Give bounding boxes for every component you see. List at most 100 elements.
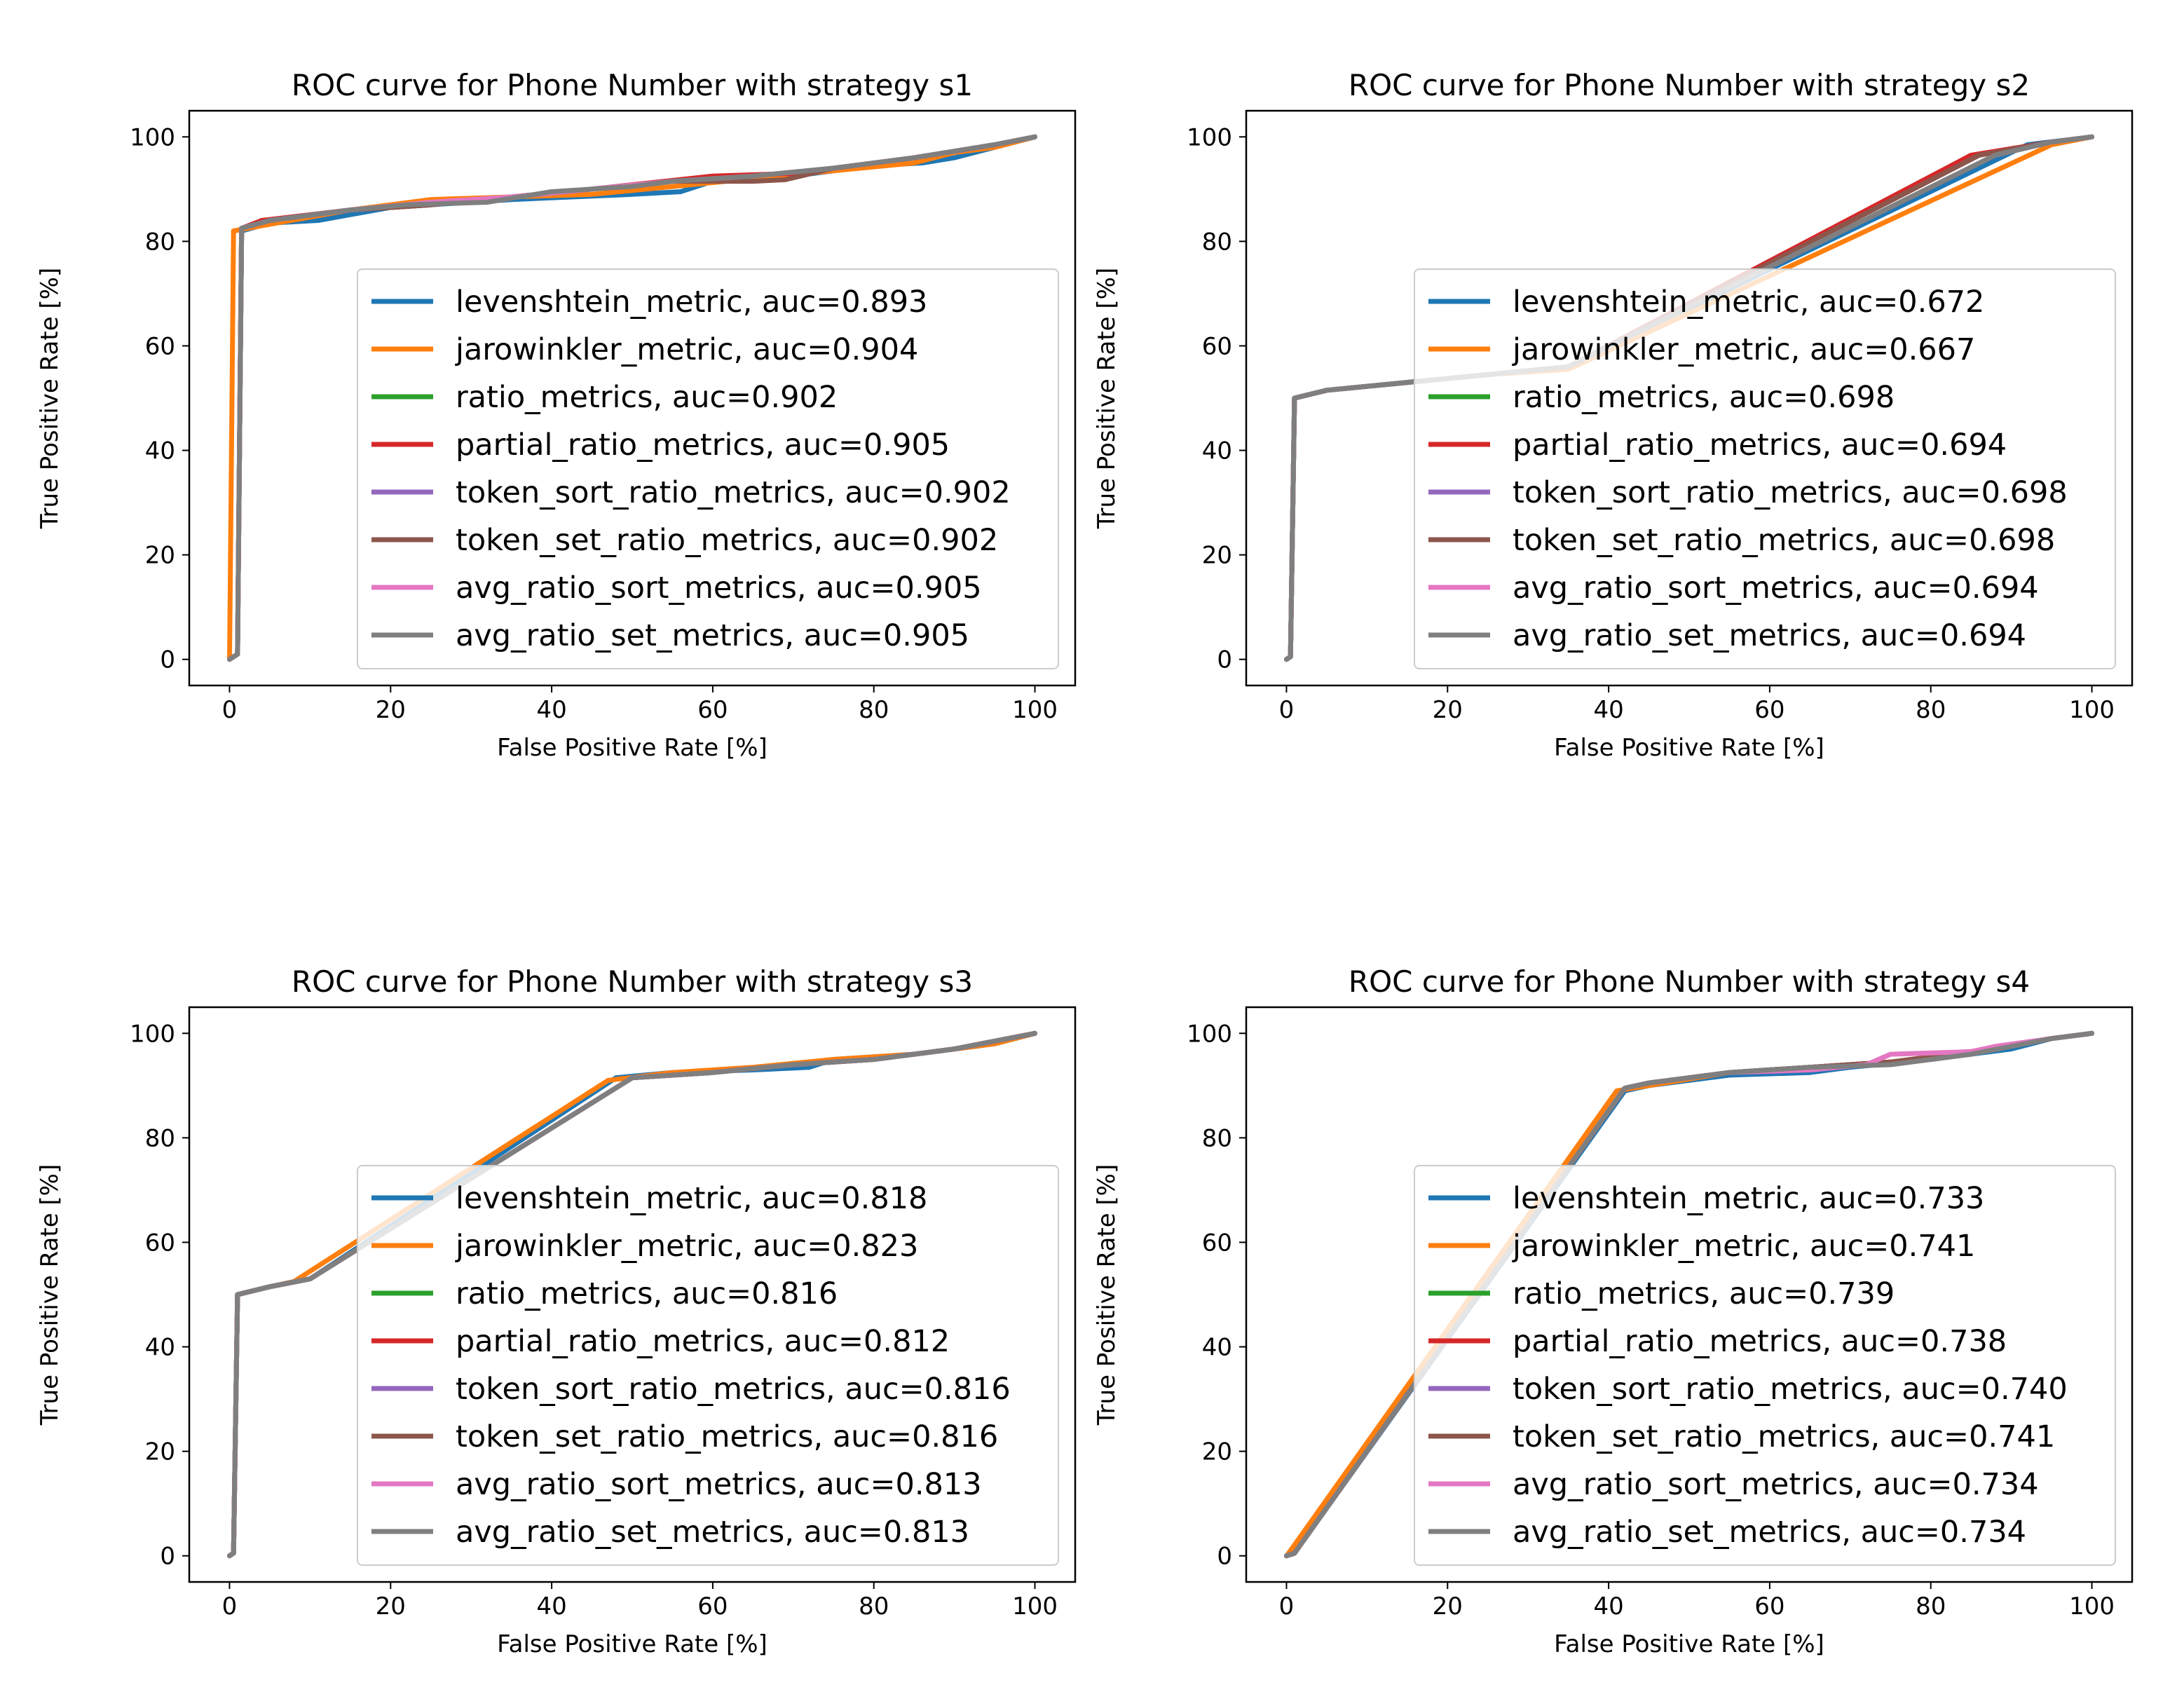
x-axis-label: False Positive Rate [%] — [1554, 1630, 1824, 1658]
chart-title: ROC curve for Phone Number with strategy… — [292, 68, 973, 102]
y-axis-label: True Positive Rate [%] — [36, 268, 64, 530]
plot-area — [227, 134, 1037, 662]
legend-entry: ratio_metrics, auc=0.698 — [1513, 380, 1895, 415]
x-axis-label: False Positive Rate [%] — [497, 734, 767, 762]
x-tick-label: 60 — [1754, 1592, 1784, 1620]
y-tick-label: 0 — [160, 646, 175, 674]
y-tick-label: 0 — [1217, 1543, 1232, 1571]
legend-entry: levenshtein_metric, auc=0.818 — [456, 1181, 927, 1216]
legend-entry: partial_ratio_metrics, auc=0.694 — [1513, 428, 2007, 463]
x-tick-label: 0 — [1279, 1592, 1295, 1620]
legend-box — [357, 268, 1059, 669]
x-tick-label: 60 — [697, 696, 728, 724]
legend-entry: jarowinkler_metric, auc=0.667 — [1512, 332, 1975, 367]
legend-entry: partial_ratio_metrics, auc=0.738 — [1513, 1324, 2007, 1359]
x-tick-label: 100 — [2069, 696, 2115, 724]
x-tick-label: 40 — [536, 1592, 566, 1620]
x-tick-label: 40 — [536, 696, 566, 724]
legend-entry: levenshtein_metric, auc=0.672 — [1513, 285, 1984, 320]
y-tick-label: 20 — [145, 1438, 175, 1466]
x-tick-label: 40 — [1593, 1592, 1623, 1620]
y-tick-label: 60 — [1202, 332, 1232, 360]
legend-entry: ratio_metrics, auc=0.739 — [1513, 1276, 1895, 1311]
legend-entry: avg_ratio_sort_metrics, auc=0.734 — [1513, 1467, 2039, 1502]
y-tick-label: 100 — [130, 123, 175, 151]
axes-frame — [188, 109, 1077, 687]
legend: levenshtein_metric, auc=0.893 jarowinkler… — [357, 268, 1059, 669]
legend-entry: levenshtein_metric, auc=0.733 — [1513, 1181, 1984, 1216]
legend-entry: token_sort_ratio_metrics, auc=0.698 — [1513, 475, 2068, 510]
y-axis-label: True Positive Rate [%] — [1093, 268, 1121, 530]
legend-entry: token_set_ratio_metrics, auc=0.698 — [1513, 523, 2055, 558]
legend-entry: avg_ratio_sort_metrics, auc=0.694 — [1513, 571, 2039, 606]
x-tick-label: 20 — [1433, 1592, 1463, 1620]
x-tick-label: 60 — [1754, 696, 1784, 724]
legend-entry: token_sort_ratio_metrics, auc=0.902 — [456, 475, 1011, 510]
legend-entry: token_sort_ratio_metrics, auc=0.740 — [1513, 1372, 2068, 1407]
y-tick-label: 0 — [160, 1543, 175, 1571]
legend-box — [1414, 268, 2116, 669]
y-tick-label: 0 — [1217, 646, 1232, 674]
x-tick-label: 100 — [2069, 1592, 2115, 1620]
roc-panel-3: ROC curve for Phone Number with strategy… — [36, 964, 1077, 1658]
y-tick-label: 20 — [145, 542, 175, 570]
legend-entry: jarowinkler_metric, auc=0.741 — [1512, 1229, 1975, 1264]
legend-entry: token_sort_ratio_metrics, auc=0.816 — [456, 1372, 1011, 1407]
x-tick-label: 80 — [1916, 1592, 1946, 1620]
x-tick-label: 40 — [1593, 696, 1623, 724]
y-tick-label: 20 — [1202, 1438, 1232, 1466]
legend-entry: avg_ratio_set_metrics, auc=0.734 — [1513, 1515, 2026, 1550]
y-tick-label: 40 — [145, 1334, 175, 1362]
legend: levenshtein_metric, auc=0.733 jarowinkler… — [1414, 1165, 2116, 1566]
y-tick-label: 80 — [1202, 228, 1232, 256]
axes-frame — [188, 1006, 1077, 1583]
legend-entry: partial_ratio_metrics, auc=0.905 — [456, 428, 950, 463]
x-axis-label: False Positive Rate [%] — [497, 1630, 767, 1658]
x-tick-label: 20 — [1433, 696, 1463, 724]
roc-panel-4: ROC curve for Phone Number with strategy… — [1093, 964, 2134, 1658]
y-axis-label: True Positive Rate [%] — [1093, 1164, 1121, 1426]
x-tick-label: 100 — [1012, 696, 1058, 724]
series-line-8 — [227, 1030, 1037, 1559]
legend: levenshtein_metric, auc=0.818 jarowinkler… — [357, 1165, 1059, 1566]
legend-entry: token_set_ratio_metrics, auc=0.816 — [456, 1419, 998, 1454]
x-tick-label: 0 — [222, 1592, 238, 1620]
y-tick-label: 80 — [145, 228, 175, 256]
y-tick-label: 40 — [145, 437, 175, 465]
legend-entry: ratio_metrics, auc=0.902 — [456, 380, 838, 415]
roc-panel-1: ROC curve for Phone Number with strategy… — [36, 68, 1077, 762]
series-line-8 — [227, 134, 1037, 662]
legend-entry: partial_ratio_metrics, auc=0.812 — [456, 1324, 950, 1359]
legend-entry: avg_ratio_sort_metrics, auc=0.905 — [456, 571, 982, 606]
y-tick-label: 80 — [145, 1124, 175, 1152]
x-axis-label: False Positive Rate [%] — [1554, 734, 1824, 762]
y-tick-label: 20 — [1202, 542, 1232, 570]
chart-title: ROC curve for Phone Number with strategy… — [1349, 68, 2030, 102]
x-tick-label: 60 — [697, 1592, 728, 1620]
legend-entry: levenshtein_metric, auc=0.893 — [456, 285, 927, 320]
y-tick-label: 60 — [145, 332, 175, 360]
roc-panel-2: ROC curve for Phone Number with strategy… — [1093, 68, 2134, 762]
y-tick-label: 100 — [1187, 123, 1232, 151]
legend-box — [357, 1165, 1059, 1566]
chart-title: ROC curve for Phone Number with strategy… — [292, 964, 973, 999]
y-axis-label: True Positive Rate [%] — [36, 1164, 64, 1426]
legend-entry: jarowinkler_metric, auc=0.823 — [455, 1229, 918, 1264]
y-tick-label: 60 — [145, 1229, 175, 1257]
axes-frame — [1245, 1006, 2134, 1583]
legend-entry: ratio_metrics, auc=0.816 — [456, 1276, 838, 1311]
x-tick-label: 20 — [376, 1592, 406, 1620]
x-tick-label: 100 — [1012, 1592, 1058, 1620]
plot-area — [227, 1030, 1037, 1559]
y-tick-label: 60 — [1202, 1229, 1232, 1257]
x-tick-label: 80 — [1916, 696, 1946, 724]
legend: levenshtein_metric, auc=0.672 jarowinkler… — [1414, 268, 2116, 669]
legend-entry: token_set_ratio_metrics, auc=0.902 — [456, 523, 998, 558]
x-tick-label: 0 — [1279, 696, 1295, 724]
legend-entry: avg_ratio_set_metrics, auc=0.905 — [456, 618, 969, 653]
x-tick-label: 0 — [222, 696, 238, 724]
legend-entry: avg_ratio_sort_metrics, auc=0.813 — [456, 1467, 982, 1502]
legend-entry: avg_ratio_set_metrics, auc=0.694 — [1513, 618, 2026, 653]
legend-entry: jarowinkler_metric, auc=0.904 — [455, 332, 918, 367]
